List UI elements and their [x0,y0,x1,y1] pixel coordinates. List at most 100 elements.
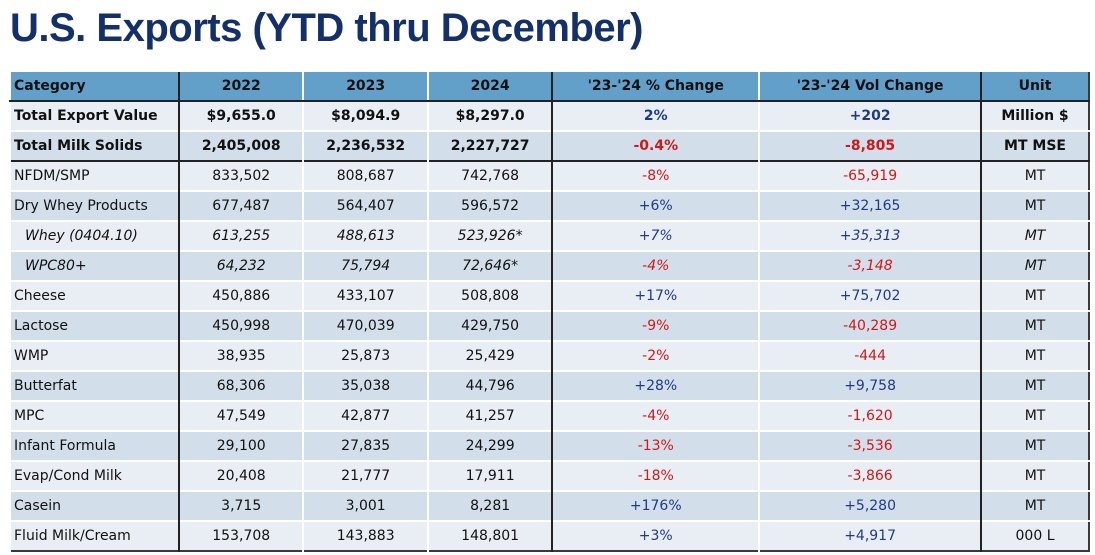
table-cell: -4% [551,400,760,431]
table-cell: MT [980,430,1089,461]
table-cell: MT [980,190,1089,221]
table-cell: 153,708 [177,520,304,551]
table-cell: 2% [551,100,760,131]
table-cell: +7% [551,220,760,251]
table-cell: Evap/Cond Milk [9,460,179,491]
table-cell: 564,407 [302,190,428,221]
table-cell: WMP [9,340,179,371]
table-cell: +176% [551,490,760,521]
table-cell: +28% [551,370,760,401]
table-cell: $8,297.0 [426,100,553,131]
table-cell: MT [980,400,1089,431]
column-header: '23-'24 Vol Change [758,70,982,102]
table-row: Butterfat 68,306 35,038 44,796 +28% +9,758 MT [9,370,1089,401]
table-cell: Fluid Milk/Cream [9,520,179,551]
table-cell: WPC80+ [9,250,179,281]
table-cell: $8,094.9 [302,100,428,131]
table-cell: 21,777 [302,460,428,491]
table-cell: Cheese [9,280,179,311]
table-cell: +4,917 [758,520,982,551]
table-cell: Total Milk Solids [9,130,179,161]
table-cell: Dry Whey Products [9,190,179,221]
table-cell: MT [980,460,1089,491]
table-cell: 613,255 [177,220,304,251]
table-cell: 75,794 [302,250,428,281]
table-cell: 68,306 [177,370,304,401]
table-cell: -3,866 [758,460,982,491]
table-cell: -3,148 [758,250,982,281]
table-cell: -2% [551,340,760,371]
table-cell: 2,236,532 [302,130,428,161]
table-cell: 508,808 [426,280,553,311]
table-cell: -18% [551,460,760,491]
table-cell: 35,038 [302,370,428,401]
table-cell: -3,536 [758,430,982,461]
table-cell: 3,715 [177,490,304,521]
table-cell: NFDM/SMP [9,160,179,191]
table-row: Evap/Cond Milk 20,408 21,777 17,911 -18% -3,8… [9,460,1089,491]
table-cell: Total Export Value [9,100,179,131]
table-cell: +5,280 [758,490,982,521]
table-cell: MT [980,490,1089,521]
table-cell: +3% [551,520,760,551]
column-header: 2023 [302,70,428,102]
table-cell: -9% [551,310,760,341]
table-cell: -444 [758,340,982,371]
table-row: Total Milk Solids 2,405,008 2,236,532 2,227… [9,130,1089,161]
table-row: WPC80+ 64,232 75,794 72,646* -4% -3,148 MT [9,250,1089,281]
column-header: Unit [980,70,1089,102]
table-cell: 47,549 [177,400,304,431]
table-cell: -1,620 [758,400,982,431]
table-cell: 72,646* [426,250,553,281]
table-cell: -40,289 [758,310,982,341]
table-cell: MT [980,340,1089,371]
table-cell: MT [980,280,1089,311]
table-row: NFDM/SMP 833,502 808,687 742,768 -8% -65,919 M… [9,160,1089,191]
table-cell: 20,408 [177,460,304,491]
table-cell: 450,998 [177,310,304,341]
table-cell: 429,750 [426,310,553,341]
table-cell: 000 L [980,520,1089,551]
table-row: Infant Formula 29,100 27,835 24,299 -13% -3,5… [9,430,1089,461]
table-cell: +17% [551,280,760,311]
table-cell: +9,758 [758,370,982,401]
table-cell: 44,796 [426,370,553,401]
table-cell: 450,886 [177,280,304,311]
table-row: Cheese 450,886 433,107 508,808 +17% +75,702 MT [9,280,1089,311]
table-cell: MT MSE [980,130,1089,161]
table-cell: +75,702 [758,280,982,311]
table-cell: Million $ [980,100,1089,131]
table-row: Dry Whey Products 677,487 564,407 596,572 +6… [9,190,1089,221]
table-cell: +32,165 [758,190,982,221]
table-cell: MT [980,160,1089,191]
table-cell: 833,502 [177,160,304,191]
table-cell: +35,313 [758,220,982,251]
column-header: 2024 [426,70,553,102]
table-row: Casein 3,715 3,001 8,281 +176% +5,280 MT [9,490,1089,521]
table-cell: -0.4% [551,130,760,161]
table-row: Lactose 450,998 470,039 429,750 -9% -40,289 MT [9,310,1089,341]
table-cell: 2,405,008 [177,130,304,161]
table-cell: 29,100 [177,430,304,461]
table-cell: -4% [551,250,760,281]
table-cell: $9,655.0 [177,100,304,131]
table-cell: 2,227,727 [426,130,553,161]
table-cell: MPC [9,400,179,431]
table-cell: 488,613 [302,220,428,251]
table-cell: Casein [9,490,179,521]
table-cell: 17,911 [426,460,553,491]
column-header: 2022 [177,70,304,102]
table-row: Fluid Milk/Cream 153,708 143,883 148,801 +3%… [9,520,1089,551]
table-cell: 64,232 [177,250,304,281]
table-cell: 38,935 [177,340,304,371]
table-cell: MT [980,220,1089,251]
column-header: '23-'24 % Change [551,70,760,102]
table-cell: 596,572 [426,190,553,221]
table-cell: 470,039 [302,310,428,341]
table-cell: 25,873 [302,340,428,371]
table-cell: 148,801 [426,520,553,551]
table-cell: 8,281 [426,490,553,521]
table-cell: MT [980,250,1089,281]
table-cell: Butterfat [9,370,179,401]
table-cell: 677,487 [177,190,304,221]
